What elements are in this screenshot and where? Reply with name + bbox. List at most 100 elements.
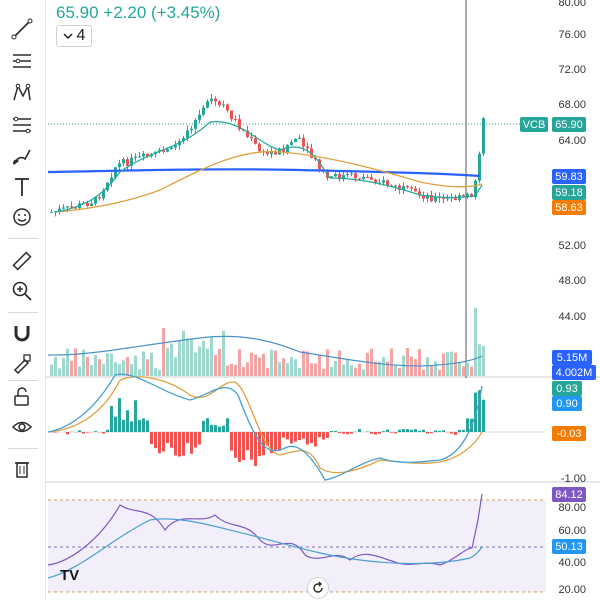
eye-icon[interactable]: [9, 414, 35, 440]
macd-histogram-bar: [246, 432, 249, 451]
volume-bar: [458, 361, 461, 376]
macd-histogram-bar: [190, 432, 193, 454]
volume-bar: [314, 363, 317, 376]
volume-bar: [390, 348, 393, 376]
interval-selector[interactable]: 4: [56, 25, 92, 47]
macd-histogram-bar: [110, 405, 113, 432]
candle-body: [474, 180, 477, 197]
candle-body: [294, 138, 297, 143]
zoom-in-icon[interactable]: [9, 278, 35, 304]
macd-histogram-bar: [286, 432, 289, 440]
volume-bar: [346, 359, 349, 376]
candle-body: [62, 207, 65, 209]
candle-body: [102, 190, 105, 199]
brush-icon[interactable]: [9, 144, 35, 170]
macd-histogram-bar: [462, 429, 465, 432]
macd-histogram-bar: [270, 432, 273, 454]
candle-body: [98, 197, 101, 199]
macd-histogram-bar: [138, 419, 141, 432]
volume-bar: [90, 365, 93, 376]
volume-bar: [166, 348, 169, 376]
toolbar-divider: [8, 380, 38, 381]
candle-body: [394, 185, 397, 187]
volume-bar: [86, 356, 89, 376]
candle-body: [258, 143, 261, 152]
ma-long-line: [47, 168, 481, 178]
candle-body: [374, 179, 377, 184]
volume-bar: [218, 348, 221, 376]
volume-bar: [454, 352, 457, 376]
magnet-icon[interactable]: [9, 320, 35, 346]
volume-tag: 5.15M: [552, 350, 592, 365]
candle-body: [482, 118, 485, 154]
volume-bar: [406, 348, 409, 376]
volume-bar: [478, 344, 481, 376]
candles: [50, 93, 485, 217]
axis-tick: 40.00: [558, 557, 586, 569]
volume-bar: [338, 350, 341, 376]
volume-bar: [118, 364, 121, 376]
volume-bar: [138, 369, 141, 376]
macd-histogram-bar: [394, 432, 397, 434]
volume-bar: [374, 361, 377, 376]
fib-retracement-icon[interactable]: [9, 48, 35, 74]
volume-bar: [386, 361, 389, 376]
chevron-down-icon: [63, 33, 73, 40]
macd-histogram-bar: [390, 432, 393, 433]
macd-line: [47, 373, 483, 481]
trash-icon[interactable]: [9, 456, 35, 482]
candle-body: [430, 195, 433, 202]
volume-bar: [302, 350, 305, 376]
candle-body: [318, 159, 321, 170]
macd-histogram-bar: [266, 432, 269, 446]
macd-histogram-bar: [342, 432, 345, 434]
candle-body: [386, 180, 389, 186]
macd-histogram-bar: [346, 432, 349, 435]
macd-histogram-bar: [146, 420, 149, 432]
axis-tick: 52.00: [558, 240, 586, 252]
macd-histogram-bar: [230, 432, 233, 451]
macd-histogram-bar: [54, 432, 57, 433]
text-icon[interactable]: [9, 174, 35, 200]
volume-bar: [262, 353, 265, 376]
pattern-icon[interactable]: [9, 80, 35, 106]
macd-histogram-bar: [326, 432, 329, 438]
emoji-icon[interactable]: [9, 204, 35, 230]
macd-histogram-bar: [426, 432, 429, 434]
macd-histogram-bar: [482, 399, 485, 432]
volume-bar: [82, 349, 85, 376]
unlock-icon[interactable]: [9, 384, 35, 410]
trend-line-icon[interactable]: [9, 16, 35, 42]
rsi-tag: 84.12: [552, 487, 586, 502]
prediction-icon[interactable]: [9, 112, 35, 138]
axis-tick: 48.00: [558, 275, 586, 287]
volume-bar: [306, 351, 309, 376]
candle-body: [218, 101, 221, 106]
candle-body: [478, 153, 481, 181]
candle-body: [130, 157, 133, 166]
candle-body: [138, 156, 141, 158]
rsi-ma-line: [47, 518, 483, 579]
macd-histogram-bar: [310, 432, 313, 444]
reset-chart-button[interactable]: [307, 577, 329, 599]
ruler-icon[interactable]: [9, 248, 35, 274]
volume-bar: [278, 362, 281, 376]
lock-drawing-icon[interactable]: [9, 350, 35, 376]
drawing-toolbar: [0, 0, 46, 600]
candle-body: [426, 195, 429, 199]
macd-histogram-bar: [442, 430, 445, 432]
macd-histogram-bar: [322, 432, 325, 440]
macd-histogram-bar: [198, 432, 201, 445]
volume-bar: [58, 368, 61, 376]
macd-histogram-bar: [450, 432, 453, 434]
candle-body: [186, 130, 189, 139]
macd-histogram-bar: [278, 432, 281, 451]
candle-body: [282, 148, 285, 153]
candle-body: [206, 101, 209, 108]
candle-body: [342, 175, 345, 180]
axis-tick: 68.00: [558, 99, 586, 111]
axis-tick: 44.00: [558, 311, 586, 323]
axis-tick: 60.00: [558, 525, 586, 537]
candle-body: [250, 136, 253, 139]
